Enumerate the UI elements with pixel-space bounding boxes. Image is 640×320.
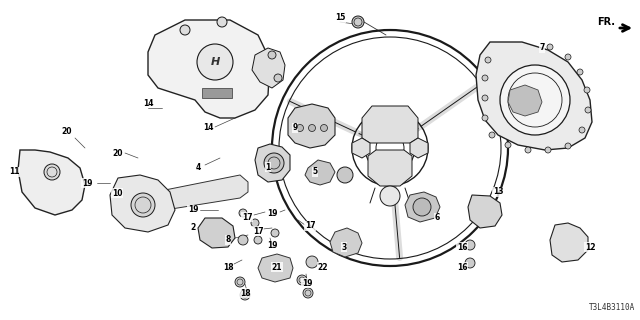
Circle shape (303, 288, 313, 298)
Circle shape (579, 127, 585, 133)
Circle shape (254, 236, 262, 244)
Circle shape (274, 74, 282, 82)
Text: 19: 19 (267, 209, 277, 218)
Text: 12: 12 (585, 243, 595, 252)
Circle shape (489, 132, 495, 138)
Circle shape (296, 124, 303, 132)
Circle shape (297, 275, 307, 285)
Text: 18: 18 (223, 262, 234, 271)
Text: 17: 17 (253, 227, 263, 236)
Circle shape (352, 16, 364, 28)
Circle shape (485, 57, 491, 63)
Circle shape (585, 107, 591, 113)
Bar (202, 88, 232, 98)
Polygon shape (362, 106, 418, 143)
Circle shape (525, 147, 531, 153)
Polygon shape (18, 150, 85, 215)
Circle shape (217, 17, 227, 27)
Circle shape (271, 229, 279, 237)
Polygon shape (255, 144, 290, 182)
Circle shape (240, 290, 250, 300)
Text: 6: 6 (435, 213, 440, 222)
Circle shape (413, 198, 431, 216)
Text: 17: 17 (305, 221, 316, 230)
Circle shape (465, 240, 475, 250)
Text: 17: 17 (242, 212, 252, 221)
Circle shape (238, 235, 248, 245)
Circle shape (306, 256, 318, 268)
Circle shape (268, 51, 276, 59)
Circle shape (547, 44, 553, 50)
Text: 8: 8 (225, 236, 230, 244)
Polygon shape (476, 42, 592, 150)
Text: 3: 3 (341, 243, 347, 252)
Circle shape (565, 54, 571, 60)
Text: 1: 1 (266, 163, 271, 172)
Text: H: H (211, 57, 220, 67)
Polygon shape (410, 138, 428, 158)
Text: 21: 21 (272, 262, 282, 271)
Text: 14: 14 (203, 123, 213, 132)
Circle shape (251, 219, 259, 227)
Circle shape (308, 124, 316, 132)
Polygon shape (330, 228, 362, 257)
Circle shape (180, 25, 190, 35)
Polygon shape (368, 150, 412, 186)
Text: 15: 15 (335, 13, 345, 22)
Text: 9: 9 (292, 124, 298, 132)
Circle shape (584, 87, 590, 93)
Circle shape (500, 65, 570, 135)
Circle shape (465, 258, 475, 268)
Text: 16: 16 (457, 262, 467, 271)
Polygon shape (405, 192, 440, 222)
Text: 2: 2 (190, 222, 196, 231)
Circle shape (482, 75, 488, 81)
Circle shape (545, 147, 551, 153)
Circle shape (264, 153, 284, 173)
Polygon shape (198, 218, 235, 248)
Polygon shape (550, 223, 588, 262)
Circle shape (482, 95, 488, 101)
Text: 16: 16 (457, 243, 467, 252)
Circle shape (44, 164, 60, 180)
Text: 20: 20 (61, 127, 72, 137)
Circle shape (131, 193, 155, 217)
Text: 5: 5 (312, 167, 317, 177)
Polygon shape (305, 160, 335, 185)
Circle shape (321, 124, 328, 132)
Circle shape (577, 69, 583, 75)
Polygon shape (288, 104, 335, 148)
Text: 7: 7 (540, 44, 545, 52)
Polygon shape (148, 20, 270, 118)
Text: 19: 19 (188, 205, 198, 214)
Text: 19: 19 (301, 278, 312, 287)
Text: FR.: FR. (597, 17, 615, 27)
Circle shape (239, 209, 247, 217)
Text: 22: 22 (317, 262, 328, 271)
Text: 4: 4 (195, 164, 200, 172)
Text: 18: 18 (240, 289, 250, 298)
Circle shape (505, 142, 511, 148)
Text: 19: 19 (82, 179, 92, 188)
Circle shape (337, 167, 353, 183)
Text: 13: 13 (493, 188, 503, 196)
Circle shape (197, 44, 233, 80)
Text: 20: 20 (113, 148, 124, 157)
Polygon shape (252, 48, 285, 88)
Polygon shape (155, 175, 248, 210)
Text: T3L4B3110A: T3L4B3110A (589, 303, 635, 313)
Polygon shape (508, 85, 542, 116)
Text: 19: 19 (267, 242, 277, 251)
Circle shape (565, 143, 571, 149)
Circle shape (235, 277, 245, 287)
Polygon shape (258, 254, 293, 282)
Text: 14: 14 (143, 99, 153, 108)
Text: 10: 10 (112, 188, 122, 197)
Circle shape (380, 186, 400, 206)
Circle shape (482, 115, 488, 121)
Polygon shape (352, 138, 370, 158)
Text: 11: 11 (9, 167, 19, 177)
Polygon shape (110, 175, 175, 232)
Polygon shape (468, 195, 502, 228)
